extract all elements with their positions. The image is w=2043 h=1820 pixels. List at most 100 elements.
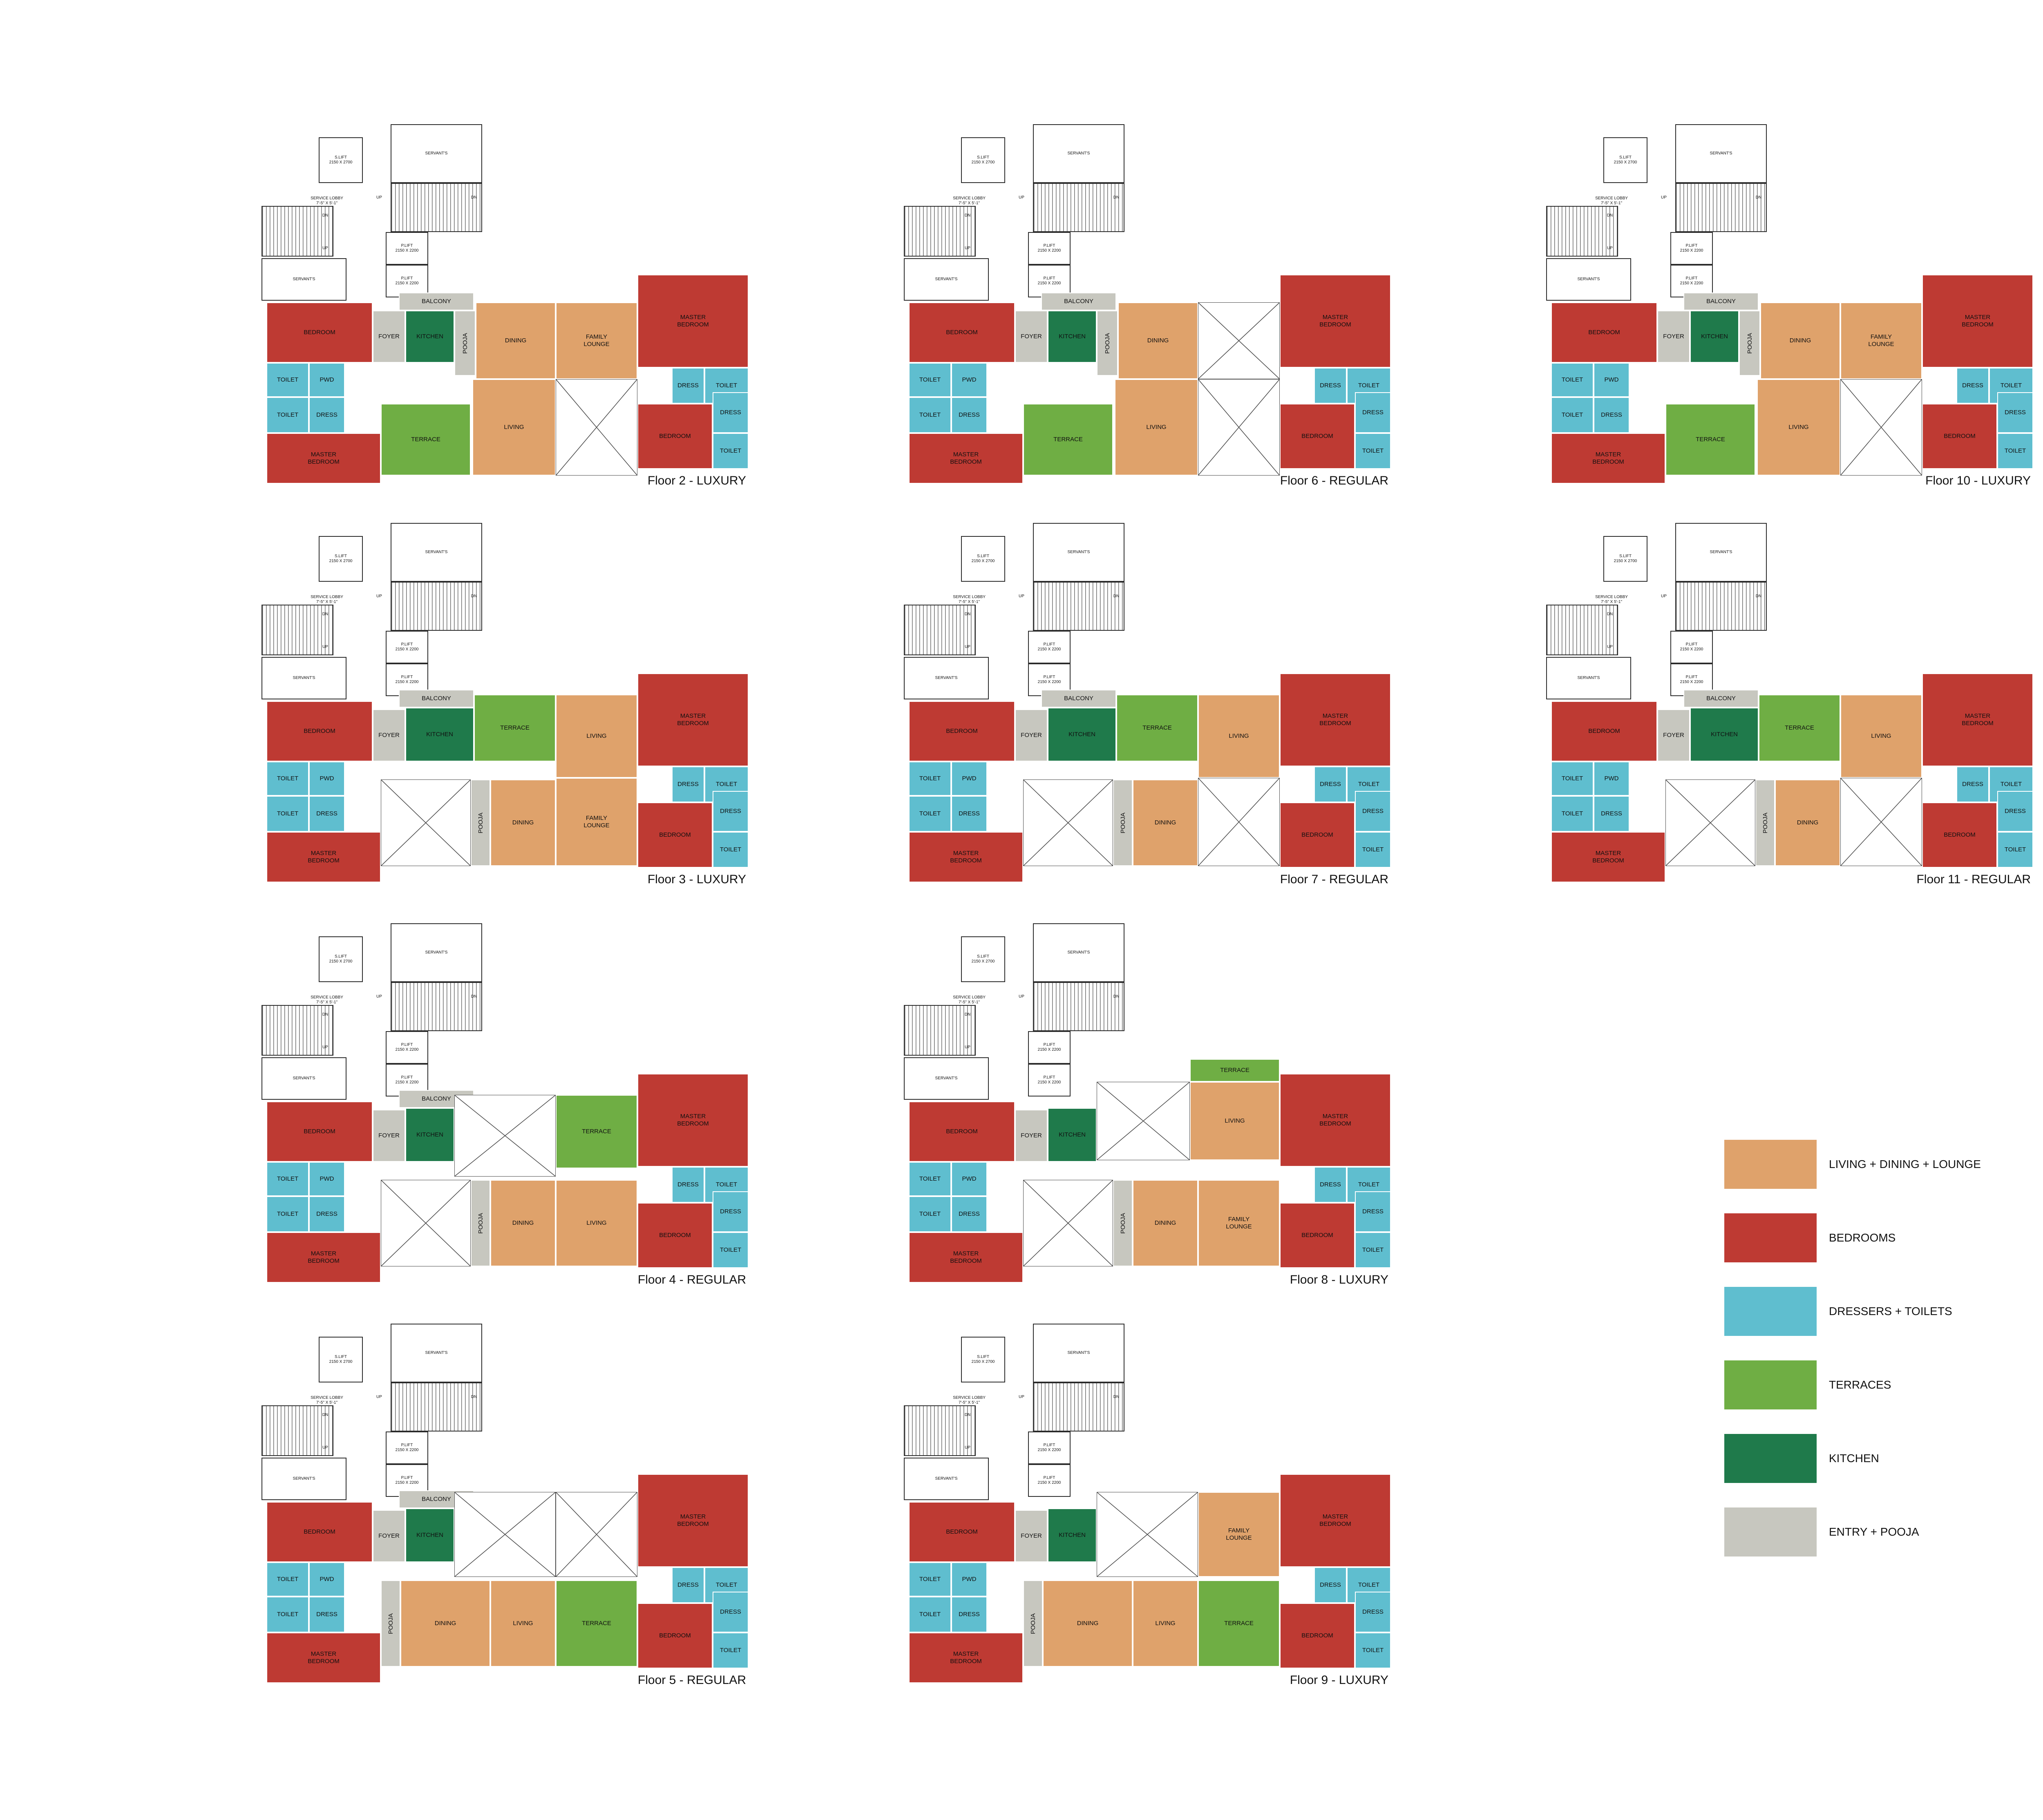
room-master: MASTER BEDROOM	[266, 1632, 381, 1683]
floor-caption-floor-3: Floor 3 - LUXURY	[647, 873, 746, 886]
dining-text: DINING	[1154, 1219, 1176, 1226]
void-shaft	[381, 779, 471, 866]
room-toilet: TOILET	[1355, 832, 1391, 868]
void-shaft	[381, 1180, 471, 1266]
servant-s-box: SERVANT'S	[904, 258, 989, 301]
dn-text: DN	[322, 612, 329, 616]
master-text: MASTER BEDROOM	[308, 451, 340, 465]
service-lobby-label: SERVICE LOBBY 7'-5" X 5'-1"	[933, 1384, 1005, 1417]
room-bedroom: BEDROOM	[1922, 802, 1997, 868]
bedroom-text: BEDROOM	[659, 831, 691, 838]
floor-plan-floor-11: S.LIFT 2150 X 2700 SERVANT'S SERVICE LOBBY…	[1546, 523, 2036, 899]
staircase	[391, 1382, 482, 1431]
dn-text: DN	[1113, 594, 1120, 598]
terrace-text: TERRACE	[1220, 1067, 1249, 1074]
toilet-text: TOILET	[1358, 382, 1380, 389]
servant-s-box: SERVANT'S	[904, 657, 989, 699]
room-family: FAMILY LOUNGE	[556, 302, 637, 379]
room-toilet: TOILET	[266, 363, 309, 397]
servant-s-text: SERVANT'S	[293, 675, 315, 680]
room-kitchen: KITCHEN	[1690, 708, 1759, 761]
room-master: MASTER BEDROOM	[909, 1632, 1023, 1683]
room-dining: DINING	[1760, 302, 1840, 379]
dress-text: DRESS	[2005, 808, 2026, 815]
room-pooja: POOJA	[1755, 779, 1775, 866]
dn-label: DN	[1749, 191, 1768, 204]
living-text: LIVING	[1871, 732, 1891, 739]
pooja-text: POOJA	[1104, 333, 1111, 354]
servant-s-text: SERVANT'S	[425, 950, 448, 955]
up-label: UP	[315, 1441, 335, 1454]
staircase	[1675, 183, 1767, 232]
servant-s-box: SERVANT'S	[391, 923, 482, 982]
room-dress: DRESS	[1314, 1167, 1347, 1203]
room-dining: DINING	[490, 779, 556, 866]
floor-caption-floor-11: Floor 11 - REGULAR	[1916, 873, 2031, 886]
room-pooja: POOJA	[1739, 310, 1760, 376]
dn-text: DN	[964, 612, 971, 616]
room-dress: DRESS	[713, 1191, 749, 1232]
room-bedroom: BEDROOM	[637, 802, 713, 868]
toilet-text: TOILET	[2000, 781, 2022, 788]
terrace-text: TERRACE	[1142, 724, 1172, 731]
dress-text: DRESS	[1962, 382, 1983, 389]
up-label: UP	[958, 1441, 977, 1454]
legend-label: ENTRY + POOJA	[1829, 1525, 1919, 1538]
bedroom-text: BEDROOM	[1301, 1232, 1333, 1239]
pooja-text: POOJA	[1119, 812, 1127, 833]
terrace-text: TERRACE	[1053, 436, 1083, 443]
room-terrace: TERRACE	[1198, 1580, 1280, 1667]
room-toilet: TOILET	[909, 1597, 951, 1632]
legend-item-dressers-toilets: DRESSERS + TOILETS	[1724, 1287, 1981, 1336]
s-lift-text: S.LIFT 2150 X 2700	[971, 954, 995, 964]
room-master: MASTER BEDROOM	[266, 433, 381, 484]
room-kitchen: KITCHEN	[405, 708, 474, 761]
kitchen-text: KITCHEN	[1701, 333, 1728, 340]
service-lobby-label: SERVICE LOBBY 7'-5" X 5'-1"	[291, 185, 363, 217]
p-lift-text: P.LIFT 2150 X 2200	[1680, 243, 1703, 253]
room-terrace: TERRACE	[381, 404, 471, 476]
terrace-text: TERRACE	[500, 724, 530, 731]
legend-swatch-living-dining-lounge	[1724, 1140, 1817, 1189]
servant-s-text: SERVANT'S	[1577, 675, 1600, 680]
staircase	[1033, 582, 1124, 631]
dn-text: DN	[471, 195, 477, 200]
room-balcony: BALCONY	[1683, 690, 1759, 708]
service-lobby-label: SERVICE LOBBY 7'-5" X 5'-1"	[933, 583, 1005, 616]
room-master: MASTER BEDROOM	[266, 832, 381, 882]
room-pooja: POOJA	[381, 1580, 400, 1667]
room-pwd: PWD	[309, 761, 345, 796]
up-text: UP	[965, 1045, 970, 1050]
pwd-text: PWD	[320, 376, 334, 383]
room-pwd: PWD	[309, 1562, 345, 1597]
p-lift-box: P.LIFT 2150 X 2200	[386, 631, 428, 663]
up-text: UP	[1661, 195, 1667, 200]
room-terrace: TERRACE	[1023, 404, 1113, 476]
service-lobby-label: SERVICE LOBBY 7'-5" X 5'-1"	[1576, 583, 1647, 616]
s-lift-box: S.LIFT 2150 X 2700	[1603, 536, 1647, 582]
room-dress: DRESS	[672, 368, 704, 404]
staircase	[1675, 582, 1767, 631]
up-text: UP	[1019, 1394, 1024, 1399]
room-kitchen: KITCHEN	[1690, 310, 1739, 363]
dress-text: DRESS	[1320, 382, 1341, 389]
room-pooja: POOJA	[471, 1180, 490, 1266]
room-pwd: PWD	[951, 363, 987, 397]
staircase	[904, 206, 976, 257]
master-text: MASTER BEDROOM	[1319, 712, 1351, 727]
p-lift-text: P.LIFT 2150 X 2200	[1037, 1042, 1061, 1052]
room-toilet: TOILET	[266, 761, 309, 796]
dress-text: DRESS	[2005, 409, 2026, 416]
room-dress: DRESS	[1956, 766, 1989, 802]
service-lobby-text: SERVICE LOBBY 7'-5" X 5'-1"	[953, 594, 986, 605]
dress-text: DRESS	[316, 411, 338, 418]
floor-caption-floor-9: Floor 9 - LUXURY	[1290, 1673, 1388, 1687]
floor-plan-floor-3: S.LIFT 2150 X 2700 SERVANT'S SERVICE LOBBY…	[262, 523, 752, 899]
floor-plan-floor-8: S.LIFT 2150 X 2700 SERVANT'S SERVICE LOBBY…	[904, 923, 1394, 1299]
room-living: LIVING	[1133, 1580, 1198, 1667]
p-lift-box: P.LIFT 2150 X 2200	[386, 1431, 428, 1464]
room-toilet: TOILET	[713, 1232, 749, 1268]
dress-text: DRESS	[316, 1611, 338, 1618]
dress-text: DRESS	[316, 810, 338, 817]
dress-text: DRESS	[1601, 810, 1622, 817]
